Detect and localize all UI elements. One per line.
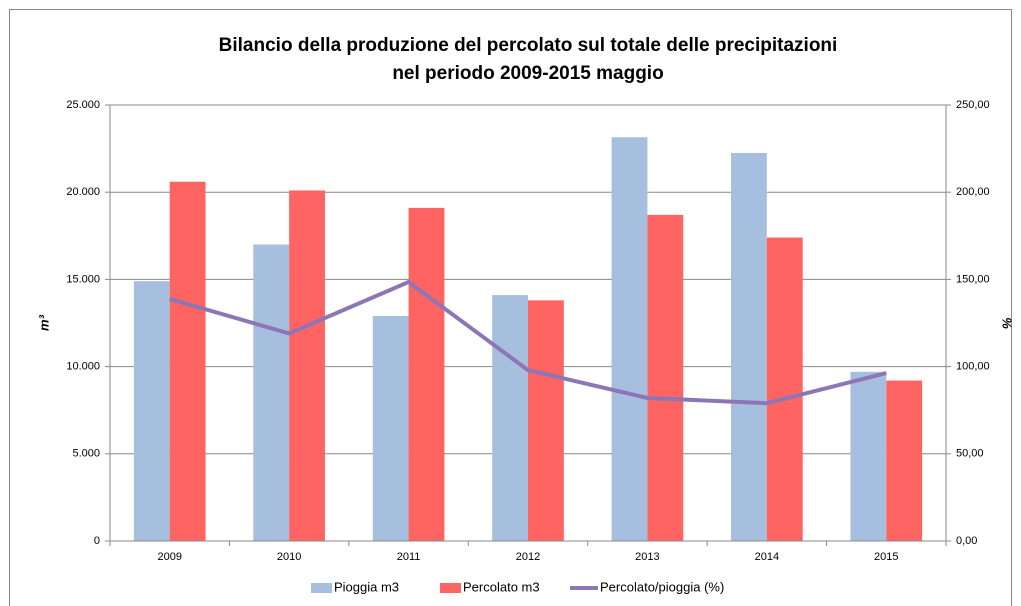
y-tick-label: 5.000 — [72, 448, 100, 460]
legend-swatch — [440, 583, 461, 593]
y-axis-label: m³ — [36, 314, 51, 331]
x-tick-label: 2013 — [635, 551, 659, 563]
bar — [766, 237, 803, 541]
x-tick-label: 2011 — [397, 551, 421, 563]
y2-axis-label: % — [1000, 317, 1015, 329]
y2-tick-label: 0,00 — [956, 535, 977, 547]
bar — [886, 380, 923, 541]
bar — [372, 316, 409, 541]
bar — [528, 300, 564, 541]
y2-tick-label: 200,00 — [956, 186, 990, 198]
y2-tick-label: 150,00 — [956, 273, 990, 285]
chart-title: nel periodo 2009-2015 maggio — [392, 63, 663, 84]
y-tick-label: 20.000 — [66, 186, 100, 198]
y-tick-label: 10.000 — [66, 361, 100, 373]
x-tick-label: 2014 — [755, 551, 779, 563]
bar — [133, 281, 170, 541]
bar — [850, 371, 887, 541]
bar — [731, 152, 767, 541]
bar — [169, 181, 206, 541]
y-tick-label: 15.000 — [66, 273, 100, 285]
x-tick-label: 2010 — [277, 551, 301, 563]
chart-title: Bilancio della produzione del percolato … — [219, 35, 838, 56]
legend-label: Percolato m3 — [463, 579, 540, 594]
bar — [647, 214, 684, 541]
bar — [408, 207, 445, 541]
x-tick-label: 2015 — [874, 551, 898, 563]
bar — [289, 190, 325, 541]
bar — [492, 295, 528, 541]
y2-tick-label: 50,00 — [956, 448, 984, 460]
legend-swatch — [311, 583, 332, 593]
line-series — [169, 280, 887, 406]
bar — [611, 137, 648, 542]
x-tick-label: 2012 — [516, 551, 540, 563]
x-tick-label: 2009 — [157, 551, 181, 563]
y2-tick-label: 100,00 — [956, 361, 990, 373]
legend-label: Pioggia m3 — [334, 579, 399, 594]
bar — [253, 244, 290, 541]
legend-label: Percolato/pioggia (%) — [600, 579, 724, 594]
y-tick-label: 0 — [94, 535, 100, 547]
y2-tick-label: 250,00 — [956, 99, 990, 111]
y-tick-label: 25.000 — [66, 99, 100, 111]
